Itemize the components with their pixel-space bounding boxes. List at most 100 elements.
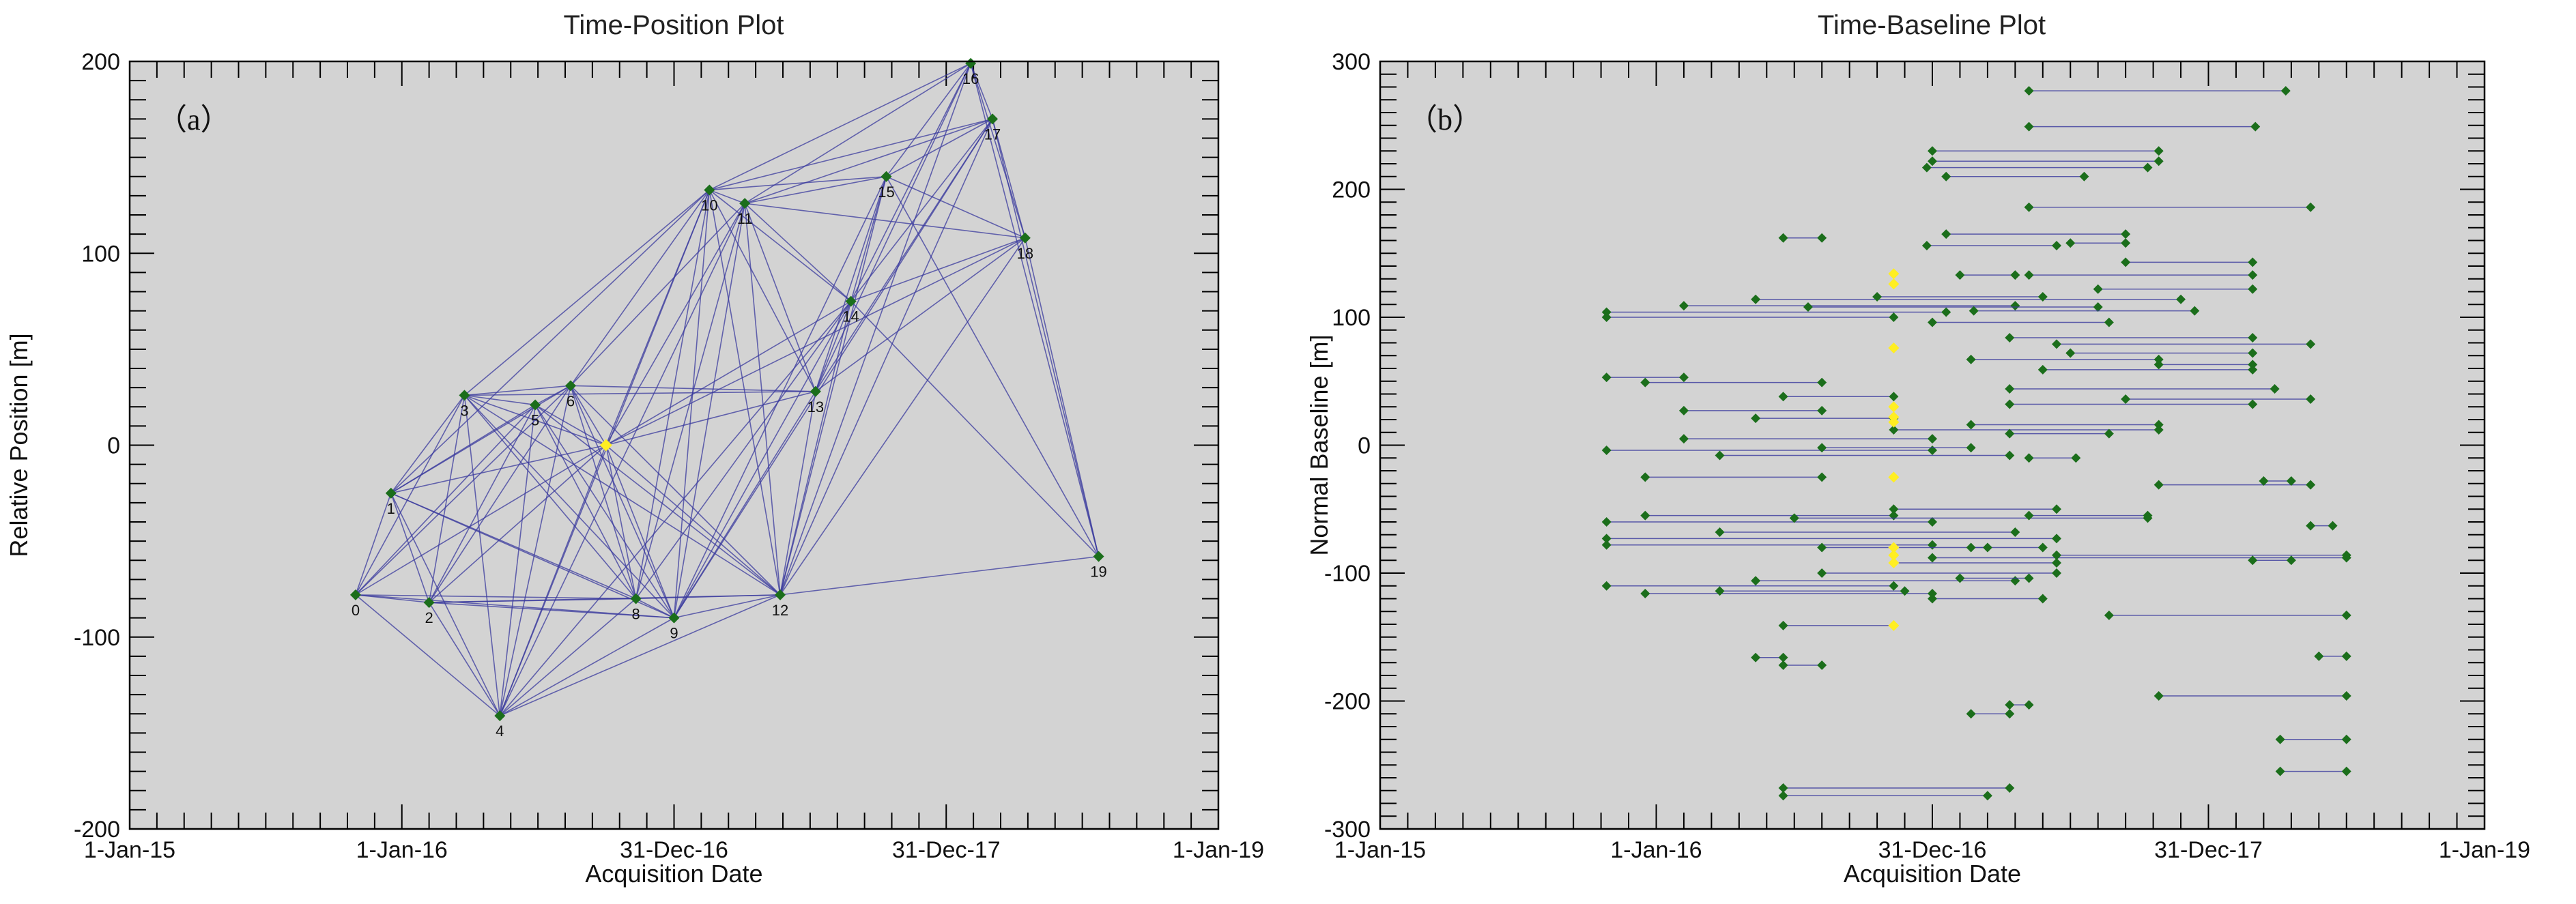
pair-point xyxy=(1928,156,1937,166)
node-label: 5 xyxy=(531,411,539,428)
x-tick-label: 31-Dec-16 xyxy=(620,837,728,863)
pair-point xyxy=(2248,399,2258,409)
pair-point xyxy=(2306,202,2316,212)
edge-line xyxy=(429,444,607,603)
pair-point xyxy=(1678,434,1689,444)
pair-point xyxy=(2024,573,2034,583)
pair-point xyxy=(2143,162,2153,173)
y-tick-label: 200 xyxy=(81,49,120,75)
y-tick-label: 200 xyxy=(1332,177,1371,203)
edge-line xyxy=(534,385,571,406)
edge-line xyxy=(355,594,636,600)
node-label: 6 xyxy=(567,392,575,409)
pair-point xyxy=(1678,373,1689,383)
pair-point xyxy=(2005,450,2015,461)
pair-point xyxy=(2275,766,2285,776)
edge-line xyxy=(390,444,606,494)
pair-point xyxy=(1982,542,1992,553)
pair-point xyxy=(1928,146,1937,156)
edge-line xyxy=(605,445,675,618)
edge-line xyxy=(570,385,781,596)
panel-label: （a） xyxy=(157,103,231,136)
pair-point xyxy=(2153,156,2164,166)
edge-line xyxy=(605,444,781,596)
edge-line xyxy=(390,394,466,494)
pair-point xyxy=(1715,586,1725,596)
edge-line xyxy=(815,237,1026,392)
panel-time-baseline: Time-Baseline Plot 1-Jan-15 1-Jan-16 31-Dec… xyxy=(1305,10,2530,888)
plot-frame xyxy=(128,60,1220,830)
edge-line xyxy=(779,237,1026,596)
acquisition-point xyxy=(668,612,680,624)
pair-point xyxy=(2005,399,2015,409)
pair-point xyxy=(2005,783,2015,793)
edge-line xyxy=(673,301,852,619)
node-label: 15 xyxy=(878,184,894,201)
acquisition-point xyxy=(881,171,892,182)
pair-point xyxy=(2104,610,2114,620)
reference-point xyxy=(599,439,612,452)
pair-point xyxy=(1966,443,1976,453)
pair-point xyxy=(2270,384,2280,394)
pair-point xyxy=(2071,453,2081,463)
pair-point xyxy=(2248,257,2258,267)
reference-point xyxy=(1888,549,1900,561)
edge-line xyxy=(744,203,852,302)
edge-line xyxy=(673,176,887,618)
reference-point xyxy=(1888,401,1900,413)
pair-point xyxy=(2037,364,2048,375)
pair-point xyxy=(2306,480,2316,490)
x-tick-label: 1-Jan-19 xyxy=(1173,837,1264,863)
pair-point xyxy=(1778,660,1788,670)
acquisition-point xyxy=(1093,551,1104,562)
acquisition-point xyxy=(845,295,857,307)
node-label: 9 xyxy=(670,625,678,642)
edge-line xyxy=(635,301,852,599)
pair-point xyxy=(2248,555,2258,566)
edge-line xyxy=(745,203,1025,239)
edge-line xyxy=(499,301,852,716)
node-label: 2 xyxy=(425,609,433,626)
pair-point xyxy=(1715,527,1725,537)
edge-line xyxy=(992,119,1100,557)
edge-line xyxy=(779,301,852,596)
y-tick-label: -100 xyxy=(1324,561,1371,587)
acquisition-point xyxy=(987,113,999,125)
edge-line xyxy=(463,395,501,716)
acquisition-point xyxy=(775,589,786,600)
pair-point xyxy=(1928,589,1937,598)
edge-line xyxy=(428,395,466,603)
pair-point xyxy=(1889,392,1899,402)
edge-line xyxy=(534,405,637,599)
edge-line xyxy=(635,598,674,619)
pair-point xyxy=(2093,302,2103,312)
reference-point xyxy=(1888,619,1900,631)
pair-point xyxy=(2005,384,2015,394)
pair-point xyxy=(2024,270,2034,280)
pair-point xyxy=(1601,540,1612,550)
node-label: 16 xyxy=(962,70,979,87)
x-tick-label: 1-Jan-16 xyxy=(356,837,448,863)
pair-point xyxy=(2275,734,2285,744)
pair-point xyxy=(2153,425,2164,435)
plot-area xyxy=(130,61,1218,829)
pair-point xyxy=(2104,317,2114,327)
edge-line xyxy=(745,175,887,204)
pair-point xyxy=(2153,360,2164,370)
pair-point xyxy=(2286,476,2296,486)
node-label: 12 xyxy=(772,602,788,619)
pair-point xyxy=(2153,691,2164,701)
pair-point xyxy=(1955,573,1965,583)
pair-point xyxy=(2024,700,2034,710)
pair-point xyxy=(1969,306,1979,316)
pair-point xyxy=(2010,301,2020,311)
pair-point xyxy=(1751,294,1761,304)
edge-line xyxy=(428,385,571,603)
pair-point xyxy=(2121,229,2131,239)
pair-point xyxy=(1601,517,1612,527)
edge-line xyxy=(850,63,971,302)
y-axis-label: Normal Baseline [m] xyxy=(1305,334,1333,555)
pair-point xyxy=(2286,555,2296,566)
pair-point xyxy=(1817,542,1827,553)
pair-point xyxy=(1778,791,1788,801)
